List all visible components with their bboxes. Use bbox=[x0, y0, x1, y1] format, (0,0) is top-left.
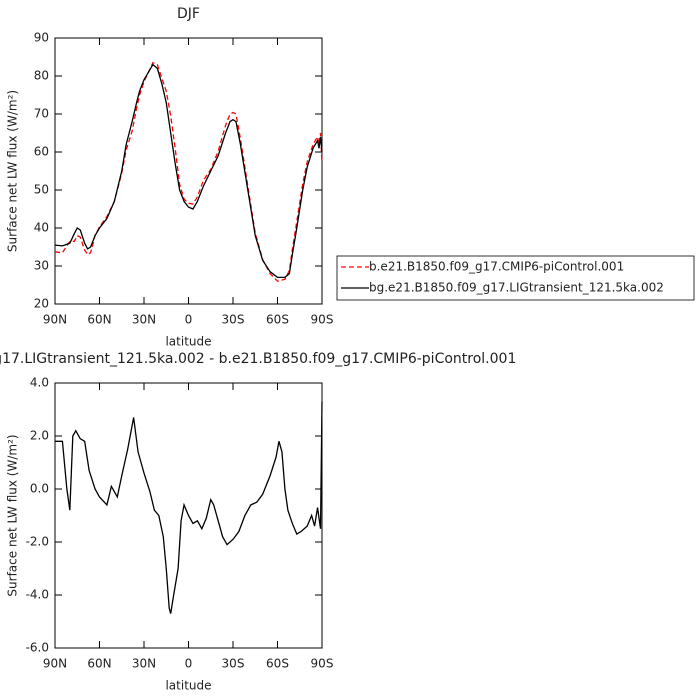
legend-label: b.e21.B1850.f09_g17.CMIP6-piControl.001 bbox=[369, 260, 624, 274]
x-tick-label: 0 bbox=[185, 657, 193, 671]
y-tick-label: 40 bbox=[34, 221, 49, 235]
y-tick-label: -4.0 bbox=[26, 588, 49, 602]
x-tick-label: 90S bbox=[311, 313, 334, 327]
y-axis-label: Surface net LW flux (W/m²) bbox=[6, 434, 20, 596]
x-axis-label: latitude bbox=[165, 679, 211, 693]
y-tick-label: 60 bbox=[34, 145, 49, 159]
y-tick-label: 70 bbox=[34, 107, 49, 121]
chart-title: DJF bbox=[177, 6, 200, 22]
x-tick-label: 60N bbox=[87, 313, 111, 327]
y-axis-label: Surface net LW flux (W/m²) bbox=[6, 90, 20, 252]
x-tick-label: 90S bbox=[311, 657, 334, 671]
x-tick-label: 30N bbox=[132, 657, 156, 671]
x-tick-label: 60S bbox=[266, 657, 289, 671]
legend-label: bg.e21.B1850.f09_g17.LIGtransient_121.5k… bbox=[369, 281, 664, 295]
y-tick-label: -6.0 bbox=[26, 641, 49, 655]
x-tick-label: 60S bbox=[266, 313, 289, 327]
data-line bbox=[55, 401, 323, 614]
y-tick-label: -2.0 bbox=[26, 535, 49, 549]
data-line bbox=[54, 63, 323, 279]
x-tick-label: 30S bbox=[222, 657, 245, 671]
x-tick-label: 60N bbox=[87, 657, 111, 671]
y-tick-label: 90 bbox=[34, 31, 49, 45]
x-tick-label: 0 bbox=[185, 313, 193, 327]
y-tick-label: 4.0 bbox=[30, 376, 49, 390]
y-tick-label: 0.0 bbox=[30, 482, 49, 496]
x-tick-label: 30S bbox=[222, 313, 245, 327]
y-tick-label: 50 bbox=[34, 183, 49, 197]
plot-frame bbox=[54, 382, 323, 649]
x-tick-label: 90N bbox=[43, 313, 67, 327]
legend-box bbox=[336, 255, 695, 301]
data-line bbox=[54, 61, 323, 282]
y-tick-label: 2.0 bbox=[30, 429, 49, 443]
y-tick-label: 80 bbox=[34, 69, 49, 83]
plot-frame bbox=[54, 37, 323, 305]
y-tick-label: 20 bbox=[34, 297, 49, 311]
x-tick-label: 90N bbox=[43, 657, 67, 671]
chart-title: bg.e21.B1850.f09_g17.LIGtransient_121.5k… bbox=[0, 351, 516, 367]
x-axis-label: latitude bbox=[165, 335, 211, 349]
x-tick-label: 30N bbox=[132, 313, 156, 327]
y-tick-label: 30 bbox=[34, 259, 49, 273]
